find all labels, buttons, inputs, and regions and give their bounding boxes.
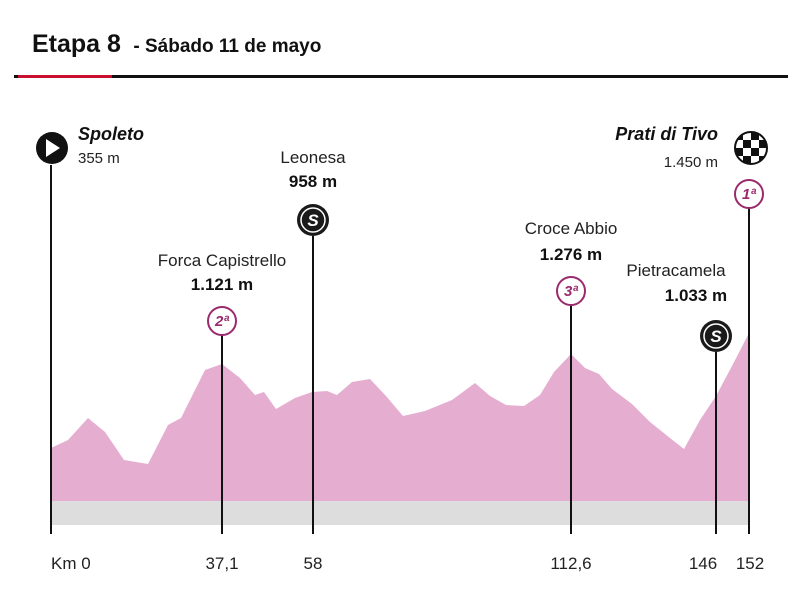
finish-altitude: 1.450 m (664, 154, 718, 171)
play-circle-icon (36, 132, 68, 164)
elevation-area (51, 333, 749, 501)
category-badge-finish: 1ª (734, 179, 764, 209)
ground-band (51, 501, 749, 525)
category-badge-forca-label: 2ª (214, 313, 229, 330)
header-rule-accent (18, 75, 112, 78)
point-altitude-croce: 1.276 m (540, 245, 602, 264)
finish-name: Prati di Tivo (615, 124, 718, 144)
stage-title: Etapa 8 (32, 30, 121, 58)
sprint-badge-pietracamela-label: S (710, 327, 722, 346)
km-label-pietracamela: 146 (689, 554, 717, 573)
point-name-leonesa: Leonesa (280, 148, 346, 167)
sprint-badge-leonesa: S (297, 204, 329, 236)
sprint-badge-pietracamela: S (700, 320, 732, 352)
point-altitude-forca: 1.121 m (191, 275, 253, 294)
start-altitude: 355 m (78, 150, 120, 167)
stage-header: Etapa 8 - Sábado 11 de mayo (32, 30, 321, 59)
start-name: Spoleto (78, 124, 144, 144)
point-altitude-pietracamela: 1.033 m (665, 286, 727, 305)
km-label-0: Km 0 (51, 554, 91, 573)
header-rule (14, 75, 788, 78)
km-label-croce: 112,6 (550, 554, 591, 573)
point-name-pietracamela: Pietracamela (626, 261, 726, 280)
point-name-forca: Forca Capistrello (158, 251, 287, 270)
km-label-finish: 152 (736, 554, 764, 573)
km-label-leonesa: 58 (304, 554, 323, 573)
sprint-badge-leonesa-label: S (307, 211, 319, 230)
category-badge-finish-label: 1ª (742, 186, 756, 203)
km-label-forca: 37,1 (205, 554, 238, 573)
stage-date: - Sábado 11 de mayo (133, 36, 322, 57)
checkered-flag-icon (734, 131, 768, 165)
category-badge-croce-label: 3ª (564, 283, 578, 300)
point-name-croce: Croce Abbio (525, 219, 618, 238)
point-altitude-leonesa: 958 m (289, 172, 337, 191)
category-badge-croce: 3ª (556, 276, 586, 306)
category-badge-forca: 2ª (207, 306, 237, 336)
